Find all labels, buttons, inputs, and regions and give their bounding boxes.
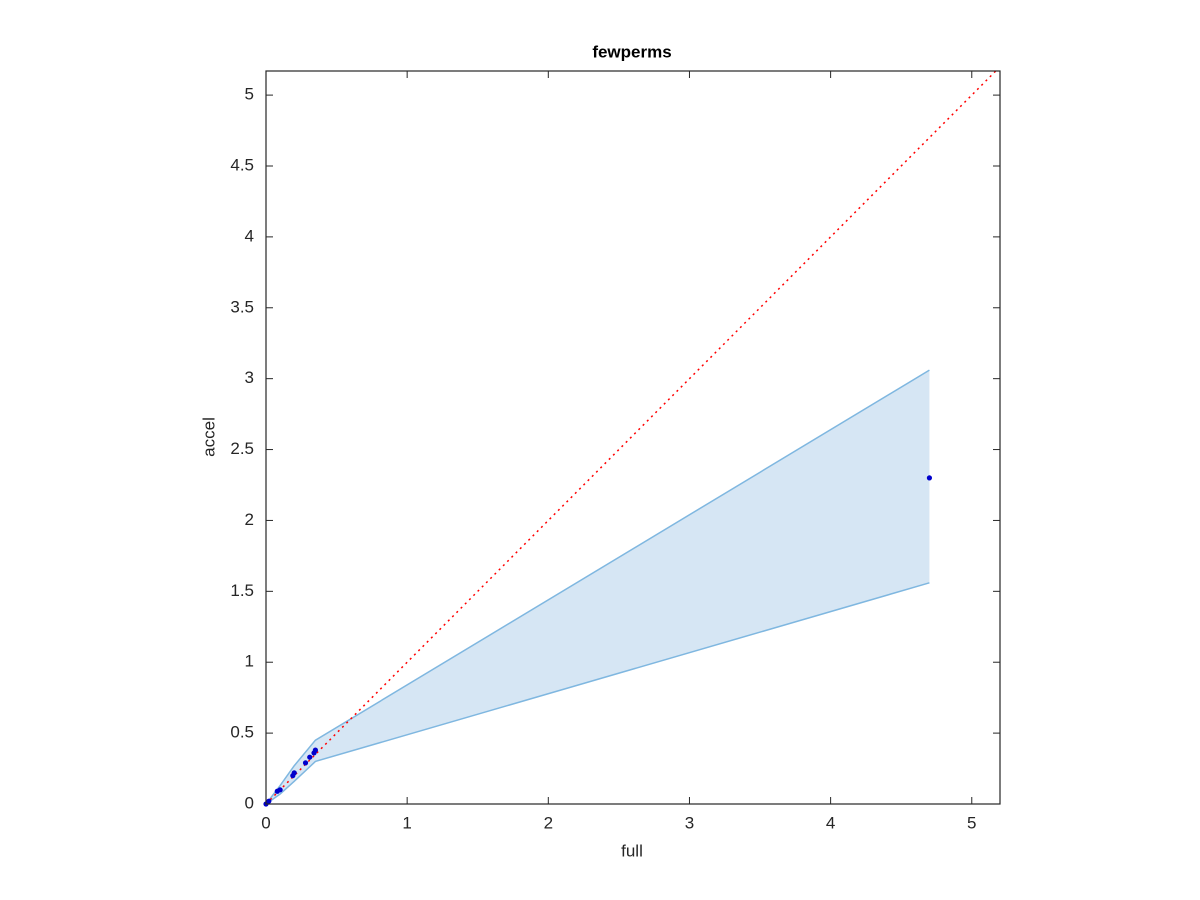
point	[312, 747, 319, 753]
y-tick-label: 2	[245, 510, 254, 529]
y-tick-label: 4.5	[230, 155, 254, 174]
point	[266, 798, 272, 804]
y-tick-label: 1.5	[230, 581, 254, 600]
point	[291, 770, 297, 776]
y-tick-label: 4	[245, 226, 254, 245]
band-lower	[265, 582, 930, 805]
x-tick-label: 1	[402, 813, 411, 832]
axes-box	[265, 70, 1001, 805]
point	[302, 760, 309, 766]
y-tick-label: 0.5	[230, 723, 254, 742]
point	[926, 475, 933, 481]
y-tick-label: 1	[245, 652, 254, 671]
y-tick-label: 3	[245, 368, 254, 387]
x-tick-label: 5	[967, 813, 976, 832]
reference-line	[266, 71, 997, 804]
chart-title: fewperms	[592, 42, 671, 61]
x-tick-label: 0	[261, 813, 270, 832]
x-axis-label: full	[621, 841, 643, 860]
x-tick-label: 2	[544, 813, 553, 832]
y-tick-label: 3.5	[230, 297, 254, 316]
confidence-band	[266, 370, 930, 804]
point	[277, 787, 283, 793]
y-tick-label: 2.5	[230, 439, 254, 458]
x-tick-label: 3	[685, 813, 694, 832]
y-axis-label: accel	[199, 417, 218, 457]
point	[307, 754, 313, 760]
y-tick-label: 0	[245, 793, 254, 812]
x-tick-label: 4	[826, 813, 835, 832]
y-tick-label: 5	[245, 85, 254, 104]
